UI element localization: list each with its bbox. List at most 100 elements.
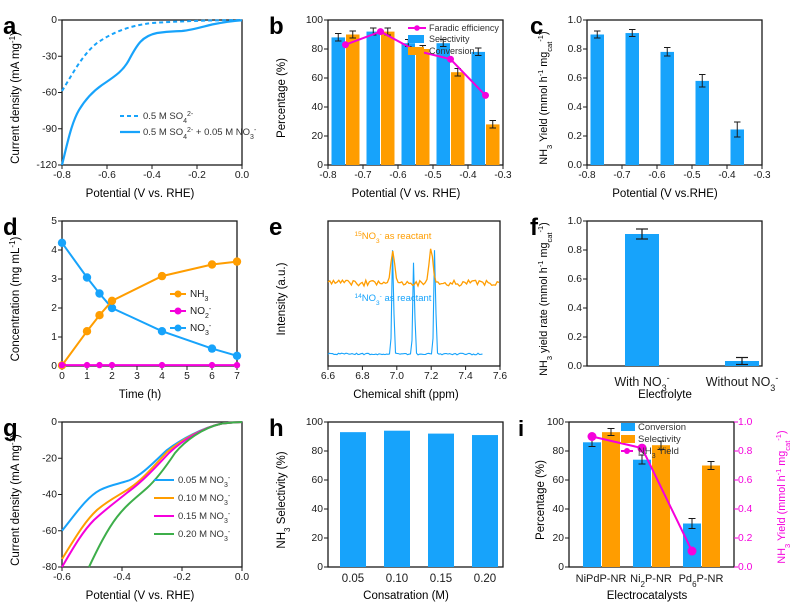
svg-text:Electrolyte: Electrolyte: [638, 389, 692, 401]
svg-text:0.10: 0.10: [386, 573, 408, 585]
svg-text:Current density (mA mg-1): Current density (mA mg-1): [8, 32, 23, 164]
svg-text:1.0: 1.0: [738, 417, 753, 428]
svg-text:Potential (V vs. RHE): Potential (V vs. RHE): [352, 188, 461, 200]
svg-text:7.2: 7.2: [424, 371, 439, 382]
svg-text:-20: -20: [42, 453, 57, 464]
svg-text:Concentration (mg mL-1): Concentration (mg mL-1): [8, 236, 23, 361]
svg-text:Conversion: Conversion: [638, 422, 686, 433]
svg-text:2: 2: [109, 371, 115, 382]
svg-text:7.0: 7.0: [390, 371, 405, 382]
svg-text:-0.3: -0.3: [494, 170, 512, 181]
svg-text:Current density (mA mg-1): Current density (mA mg-1): [8, 434, 23, 566]
svg-text:3: 3: [134, 371, 140, 382]
svg-text:0.6: 0.6: [568, 73, 583, 84]
svg-text:0.05: 0.05: [342, 573, 364, 585]
svg-text:15NO3- as reactant: 15NO3- as reactant: [355, 231, 432, 245]
svg-text:Potential (V vs. RHE): Potential (V vs. RHE): [86, 188, 195, 200]
svg-text:0.5 M SO42- + 0.05 M NO3-: 0.5 M SO42- + 0.05 M NO3-: [143, 127, 257, 141]
svg-text:NH3: NH3: [190, 289, 208, 303]
svg-text:1.0: 1.0: [568, 15, 583, 26]
svg-text:1: 1: [84, 371, 90, 382]
svg-text:-60: -60: [42, 526, 57, 537]
svg-text:Faradic efficiency: Faradic efficiency: [429, 23, 499, 33]
svg-text:0.4: 0.4: [568, 303, 583, 314]
svg-text:Potential (V vs.RHE): Potential (V vs.RHE): [612, 188, 718, 200]
svg-text:4: 4: [159, 371, 165, 382]
svg-text:6.8: 6.8: [355, 371, 370, 382]
svg-text:Electrocatalysts: Electrocatalysts: [607, 590, 688, 602]
svg-text:Without NO3-: Without NO3-: [706, 373, 779, 393]
svg-text:Selectivity: Selectivity: [429, 34, 470, 44]
svg-text:NH3 yield rate (mmol h-1 mgcat: NH3 yield rate (mmol h-1 mgcat-1): [536, 222, 554, 376]
svg-text:0.8: 0.8: [738, 446, 753, 457]
svg-text:0.2: 0.2: [738, 533, 753, 544]
svg-text:Ni2P-NR: Ni2P-NR: [630, 573, 672, 589]
svg-text:0.8: 0.8: [568, 245, 583, 256]
svg-text:7.4: 7.4: [458, 371, 473, 382]
svg-text:0.2: 0.2: [568, 131, 583, 142]
svg-text:0.4: 0.4: [568, 102, 583, 113]
svg-text:NO2-: NO2-: [190, 306, 212, 320]
svg-text:NH3 Selectivity (%): NH3 Selectivity (%): [276, 451, 292, 548]
svg-text:60: 60: [312, 475, 324, 486]
svg-text:b: b: [269, 13, 284, 40]
svg-text:0.6: 0.6: [738, 475, 753, 486]
svg-text:-0.6: -0.6: [53, 572, 71, 583]
svg-text:-0.7: -0.7: [613, 170, 631, 181]
svg-text:40: 40: [312, 504, 324, 515]
svg-text:h: h: [269, 415, 284, 442]
svg-text:NiPdP-NR: NiPdP-NR: [576, 573, 627, 585]
svg-text:NH3 Yield (mmol h-1 mgcat-1): NH3 Yield (mmol h-1 mgcat-1): [536, 31, 554, 164]
svg-text:-0.2: -0.2: [188, 170, 206, 181]
svg-text:0.0: 0.0: [235, 170, 250, 181]
svg-text:100: 100: [306, 15, 323, 26]
svg-text:-30: -30: [42, 51, 57, 62]
svg-text:Selectivity: Selectivity: [638, 434, 681, 445]
svg-text:0.4: 0.4: [738, 504, 753, 515]
svg-text:20: 20: [312, 533, 324, 544]
svg-text:-0.4: -0.4: [143, 170, 161, 181]
svg-text:i: i: [518, 416, 524, 441]
svg-text:7.6: 7.6: [493, 371, 508, 382]
svg-text:-0.8: -0.8: [319, 170, 337, 181]
svg-text:0: 0: [59, 371, 65, 382]
svg-text:-0.4: -0.4: [459, 170, 477, 181]
svg-text:-0.5: -0.5: [683, 170, 701, 181]
svg-text:60: 60: [553, 475, 565, 486]
svg-text:-60: -60: [42, 88, 57, 99]
svg-text:6.6: 6.6: [321, 371, 336, 382]
svg-text:3: 3: [51, 274, 57, 285]
svg-text:0.0: 0.0: [235, 572, 250, 583]
svg-text:100: 100: [306, 417, 323, 428]
svg-text:-90: -90: [42, 124, 57, 135]
svg-text:80: 80: [312, 446, 324, 457]
svg-text:7: 7: [234, 371, 240, 382]
svg-text:-0.5: -0.5: [424, 170, 442, 181]
svg-text:-40: -40: [42, 490, 57, 501]
svg-text:0.10 M NO3-: 0.10 M NO3-: [178, 493, 231, 507]
svg-text:Percentage (%): Percentage (%): [276, 58, 288, 138]
svg-text:0: 0: [558, 562, 564, 573]
svg-text:0.15: 0.15: [430, 573, 452, 585]
svg-text:Consatration (M): Consatration (M): [363, 590, 449, 602]
svg-text:0.5 M SO42-: 0.5 M SO42-: [143, 111, 194, 125]
svg-text:20: 20: [553, 533, 565, 544]
svg-text:2: 2: [51, 303, 57, 314]
svg-text:-0.4: -0.4: [718, 170, 736, 181]
svg-text:100: 100: [547, 417, 564, 428]
svg-text:-0.4: -0.4: [113, 572, 131, 583]
svg-text:4: 4: [51, 245, 57, 256]
svg-text:0.0: 0.0: [568, 361, 583, 372]
svg-text:-0.8: -0.8: [578, 170, 596, 181]
svg-text:0.0: 0.0: [738, 562, 753, 573]
svg-text:5: 5: [184, 371, 190, 382]
svg-text:-0.7: -0.7: [354, 170, 372, 181]
svg-text:e: e: [269, 214, 282, 241]
svg-text:5: 5: [51, 216, 57, 227]
svg-text:-0.8: -0.8: [53, 170, 71, 181]
svg-text:-0.6: -0.6: [98, 170, 116, 181]
svg-text:80: 80: [553, 446, 565, 457]
svg-text:Percentage (%): Percentage (%): [535, 460, 547, 540]
svg-text:Intensity (a.u.): Intensity (a.u.): [276, 262, 288, 335]
svg-text:NH3 Yield (mmol h-1 mgcat-1): NH3 Yield (mmol h-1 mgcat-1): [774, 430, 792, 563]
